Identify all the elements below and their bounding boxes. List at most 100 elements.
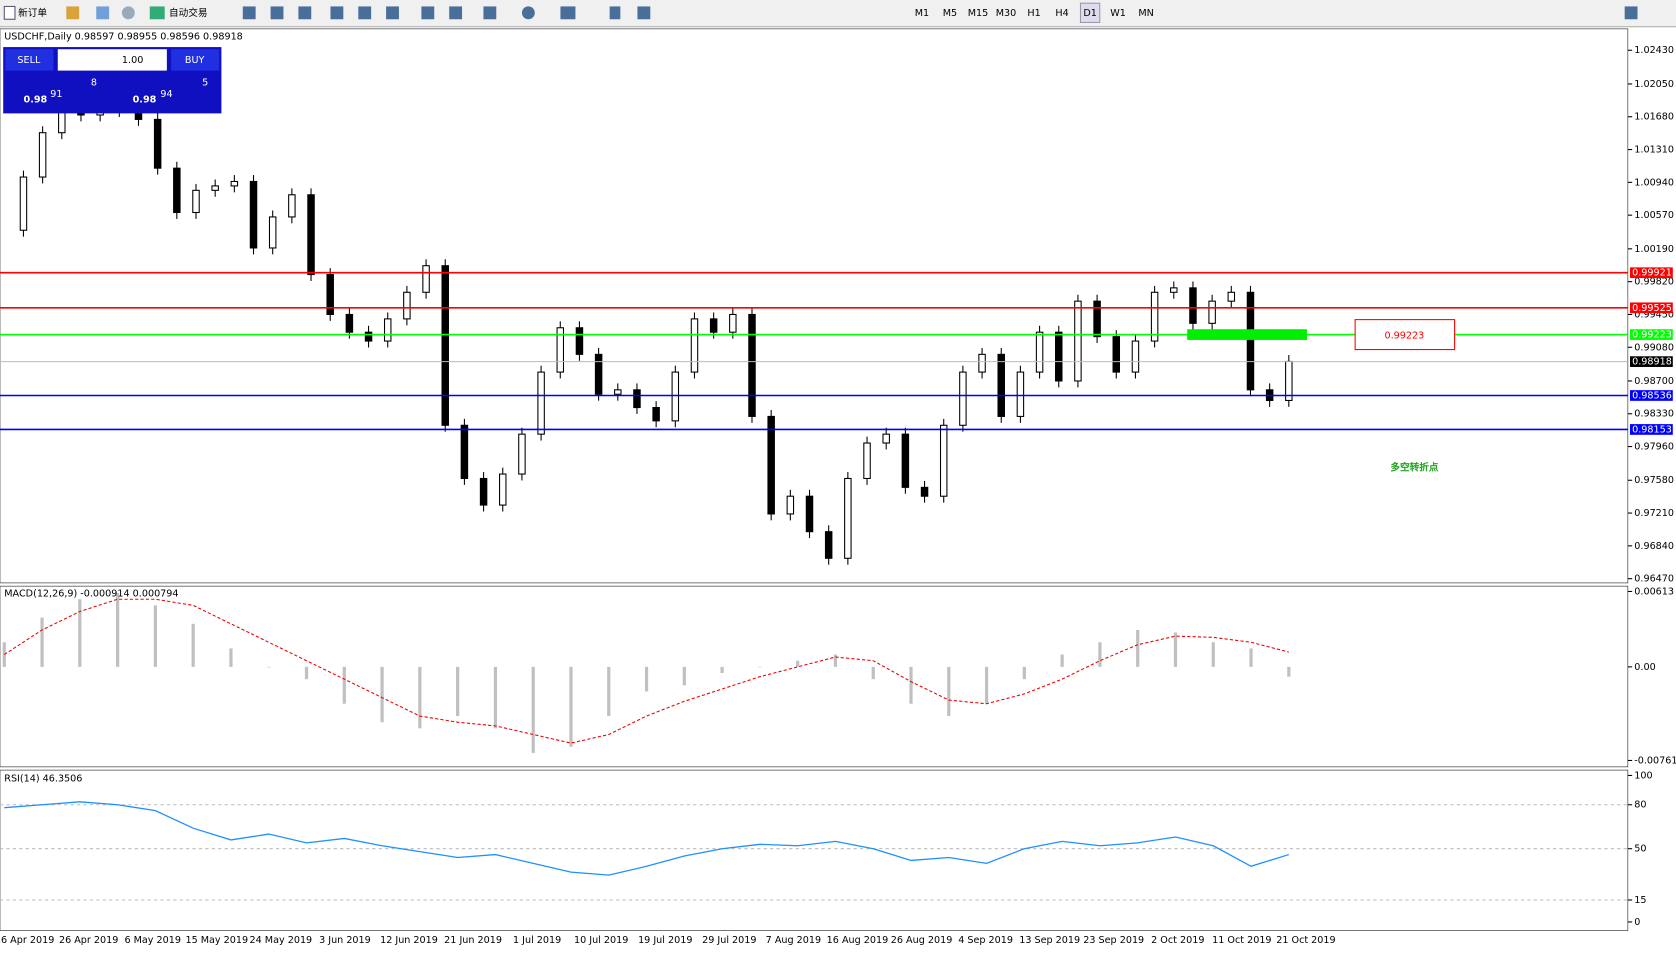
- y-tick-label: 0.00613: [1634, 586, 1674, 597]
- candle-chart-icon[interactable]: [270, 6, 284, 20]
- candle: [978, 353, 986, 373]
- y-tick-label: 1.01680: [1634, 112, 1674, 123]
- candle: [1246, 291, 1255, 391]
- lots-value[interactable]: 1.00: [122, 55, 143, 66]
- timeframe-button[interactable]: M30: [996, 8, 1017, 19]
- x-tick-label: 21 Oct 2019: [1276, 935, 1335, 946]
- search-icon[interactable]: [1624, 6, 1638, 20]
- timeframe-button[interactable]: M15: [968, 8, 989, 19]
- sell-label[interactable]: SELL: [17, 55, 41, 66]
- timeframe-button[interactable]: H1: [1027, 8, 1040, 19]
- new-order-icon[interactable]: [3, 5, 16, 20]
- candle: [1150, 291, 1159, 342]
- toolbar-icon[interactable]: [121, 6, 135, 20]
- shift-icon[interactable]: [449, 6, 463, 20]
- candle: [1074, 300, 1082, 382]
- candle: [844, 477, 852, 559]
- line-chart-icon[interactable]: [298, 6, 312, 20]
- y-tick-label: 0.99450: [1634, 309, 1674, 320]
- period-icon[interactable]: [521, 6, 535, 20]
- buy-button[interactable]: [171, 49, 220, 71]
- new-order-button[interactable]: 新订单: [18, 7, 47, 19]
- candle: [863, 442, 871, 480]
- macd-histogram: [304, 666, 309, 680]
- crosshair-icon[interactable]: [637, 6, 651, 20]
- x-tick-label: 4 Sep 2019: [958, 935, 1013, 946]
- zoom-in-icon[interactable]: [330, 6, 344, 20]
- candle: [748, 313, 756, 417]
- chart-header: USDCHF,Daily 0.98597 0.98955 0.98596 0.9…: [4, 31, 243, 42]
- candle: [786, 495, 795, 515]
- annotation-box: [1354, 319, 1456, 351]
- candle: [652, 407, 660, 422]
- timeframe-button[interactable]: MN: [1138, 8, 1153, 19]
- macd-histogram: [456, 666, 460, 717]
- auto-trading-icon[interactable]: [149, 6, 165, 20]
- toolbar-icon[interactable]: [66, 6, 80, 20]
- macd-histogram: [909, 666, 913, 704]
- sell-button[interactable]: [5, 49, 54, 71]
- candle: [901, 433, 910, 488]
- x-tick-label: 2 Oct 2019: [1151, 935, 1204, 946]
- candle: [556, 327, 565, 373]
- candle: [249, 180, 258, 249]
- timeframe-button[interactable]: M5: [943, 8, 957, 19]
- y-tick-label: 1.00190: [1634, 244, 1674, 255]
- buy-label[interactable]: BUY: [185, 55, 205, 66]
- candle: [422, 265, 430, 293]
- bid-prefix: 0.98: [24, 94, 48, 105]
- candle: [805, 495, 814, 533]
- candle: [1131, 340, 1140, 373]
- candle: [173, 167, 181, 214]
- rsi-title: RSI(14) 46.3506: [4, 774, 82, 785]
- ask-prefix: 0.98: [133, 94, 157, 105]
- candle: [307, 194, 315, 276]
- candle: [1016, 371, 1025, 417]
- y-tick-label: 50: [1634, 844, 1646, 855]
- macd-histogram: [644, 666, 649, 692]
- tile-icon[interactable]: [386, 6, 399, 20]
- macd-histogram: [1249, 648, 1253, 667]
- x-tick-label: 26 Apr 2019: [59, 935, 118, 946]
- lots-input[interactable]: [57, 49, 167, 71]
- main-chart: [0, 28, 1629, 584]
- x-tick-label: 12 Jun 2019: [380, 935, 438, 946]
- candle: [1170, 287, 1178, 293]
- bar-chart-icon[interactable]: [242, 6, 256, 20]
- candle: [690, 318, 699, 373]
- last-price-label: 0.98918: [1632, 357, 1672, 368]
- candle: [671, 371, 680, 422]
- candle: [268, 216, 277, 249]
- rsi-line: [4, 801, 1290, 876]
- timeframe-button[interactable]: W1: [1110, 8, 1126, 19]
- timeframe-button[interactable]: M1: [915, 8, 929, 19]
- annotation-text: 多空转折点: [1390, 461, 1438, 473]
- templates-icon[interactable]: [560, 6, 576, 20]
- zoom-out-icon[interactable]: [358, 6, 372, 20]
- x-tick-label: 16 Apr 2019: [0, 935, 54, 946]
- macd-histogram: [531, 666, 535, 753]
- x-tick-label: 23 Sep 2019: [1083, 935, 1144, 946]
- y-tick-label: 0.99820: [1634, 277, 1674, 288]
- candle: [441, 265, 449, 426]
- candle: [211, 185, 219, 191]
- y-tick-label: -0.007612: [1634, 755, 1676, 766]
- x-tick-label: 3 Jun 2019: [319, 935, 371, 946]
- macd-histogram: [380, 666, 384, 723]
- x-tick-label: 15 May 2019: [185, 935, 248, 946]
- y-tick-label: 0.00: [1634, 662, 1655, 673]
- timeframe-button[interactable]: D1: [1083, 8, 1097, 19]
- macd-panel: [0, 585, 1629, 768]
- indicators-icon[interactable]: [483, 6, 497, 20]
- bid-small: 8: [91, 77, 97, 88]
- toolbar-icon[interactable]: [96, 6, 110, 20]
- macd-histogram: [40, 617, 44, 667]
- candle: [614, 389, 622, 395]
- cursor-icon[interactable]: [609, 6, 621, 20]
- scroll-icon[interactable]: [421, 6, 435, 20]
- x-tick-label: 29 Jul 2019: [702, 935, 756, 946]
- candle: [939, 424, 948, 497]
- timeframe-button[interactable]: H4: [1055, 8, 1068, 19]
- auto-trading-button[interactable]: 自动交易: [169, 7, 207, 19]
- x-tick-label: 26 Aug 2019: [891, 935, 953, 946]
